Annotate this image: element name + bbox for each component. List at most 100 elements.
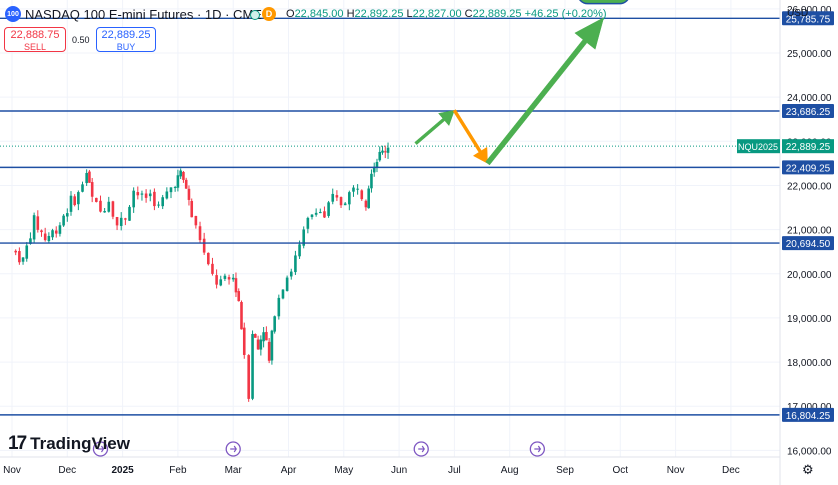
level-price-tag: [782, 236, 834, 251]
candle-body: [66, 213, 69, 217]
time-tick-label: Feb: [169, 465, 187, 476]
time-tick-label: Dec: [722, 465, 740, 476]
event-arrow-icon: [230, 445, 237, 453]
candle-body: [88, 171, 91, 183]
candle-body: [165, 191, 169, 199]
candle-body: [73, 196, 76, 206]
candle-body: [348, 192, 351, 205]
candle-body: [234, 278, 238, 293]
open-value: 22,845.00: [294, 8, 344, 20]
high-label: H: [346, 8, 355, 20]
candle-body: [223, 275, 227, 279]
projection-arrow: [485, 17, 604, 166]
candles-layer: [14, 142, 390, 402]
level-price-tag: [782, 407, 834, 422]
candle-body: [310, 214, 314, 218]
time-tick-label: Oct: [613, 465, 629, 476]
time-tick-label: May: [334, 465, 353, 476]
candle-body: [36, 216, 40, 230]
time-tick-label: 2025: [111, 465, 134, 476]
candle-body: [356, 188, 359, 190]
candle-body: [157, 204, 160, 206]
change-value: +46.25 (+0.20%): [524, 8, 607, 20]
grid: [0, 0, 780, 457]
candle-body: [352, 187, 355, 192]
candle-body: [140, 193, 144, 195]
market-status-icon: [250, 10, 260, 20]
time-tick-label: Mar: [225, 465, 243, 476]
level-lines-layer: [0, 17, 780, 416]
candle-body: [40, 230, 43, 233]
candle-body: [294, 255, 297, 273]
candle-body: [265, 331, 268, 341]
sell-button[interactable]: 22,888.75 SELL: [4, 27, 66, 52]
candle-body: [119, 217, 123, 226]
close-label: C: [464, 8, 473, 20]
candle-body: [386, 147, 390, 153]
projection-arrows: [414, 17, 604, 166]
level-price-label: 22,409.25: [786, 163, 831, 174]
candle-body: [372, 166, 376, 173]
price-tick-label: 18,000.00: [787, 358, 832, 369]
candle-body: [198, 226, 202, 241]
watermark-text: TradingView: [30, 434, 130, 453]
buy-price: 22,889.25: [101, 29, 151, 41]
candle-body: [314, 212, 318, 215]
candle-body: [58, 225, 62, 234]
candle-body: [77, 192, 80, 205]
time-tick-label: Nov: [667, 465, 685, 476]
event-markers: [92, 441, 545, 457]
buy-button[interactable]: 22,889.25 BUY: [96, 27, 156, 52]
time-tick-label: Sep: [556, 465, 574, 476]
candle-body: [81, 184, 84, 192]
candle-body: [169, 187, 173, 193]
gear-icon[interactable]: ⚙: [802, 462, 814, 477]
high-value: 22,892.25: [354, 8, 404, 20]
low-value: 22,827.00: [412, 8, 462, 20]
target-box: [579, 0, 629, 5]
candle-body: [323, 211, 326, 218]
last-price-tag: [782, 139, 834, 154]
candle-body: [207, 252, 210, 265]
ohlc-legend: O22,845.00 H22,892.25 L22,827.00 C22,889…: [286, 8, 607, 20]
candle-body: [144, 193, 148, 198]
candle-body: [194, 215, 198, 226]
currency-label[interactable]: USD: [787, 8, 809, 19]
candle-body: [29, 238, 32, 244]
price-axis-labels: 25,785.75 23,686.25 22,409.25 20,694.50 16,8…: [737, 11, 834, 422]
event-arrow-icon: [534, 445, 542, 453]
candle-body: [335, 195, 339, 198]
symbol-logo-icon[interactable]: 100: [5, 6, 21, 22]
candle-body: [128, 206, 131, 221]
candle-body: [161, 197, 164, 207]
candle-body: [85, 172, 88, 184]
candle-body: [227, 277, 231, 280]
level-price-label: 23,686.25: [786, 107, 831, 118]
delayed-data-badge[interactable]: D: [262, 7, 276, 21]
candle-body: [364, 200, 368, 208]
level-price-label: 20,694.50: [786, 239, 831, 250]
candle-body: [184, 179, 188, 189]
sell-price: 22,888.75: [10, 29, 60, 41]
tradingview-watermark[interactable]: 17 TradingView: [8, 433, 130, 455]
price-tick-label: 24,000.00: [787, 93, 832, 104]
candle-body: [153, 191, 156, 207]
event-arrow-icon: [97, 445, 105, 453]
candle-body: [47, 235, 51, 242]
candle-body: [306, 217, 310, 229]
candle-body: [54, 230, 58, 234]
candle-body: [103, 211, 106, 213]
time-tick-label: Jun: [391, 465, 407, 476]
price-tick-label: 19,000.00: [787, 314, 832, 325]
time-tick-label: Dec: [58, 465, 76, 476]
level-price-tag: [782, 160, 834, 175]
candle-body: [231, 277, 235, 280]
candle-body: [179, 170, 182, 177]
candle-body: [107, 201, 111, 212]
time-tick-label: Nov: [3, 465, 21, 476]
candle-body: [343, 203, 347, 206]
spread-value: 0.50: [72, 35, 90, 45]
chart-title[interactable]: NASDAQ 100 E-mini Futures · 1D · CME: [25, 7, 262, 22]
candle-body: [136, 192, 140, 196]
